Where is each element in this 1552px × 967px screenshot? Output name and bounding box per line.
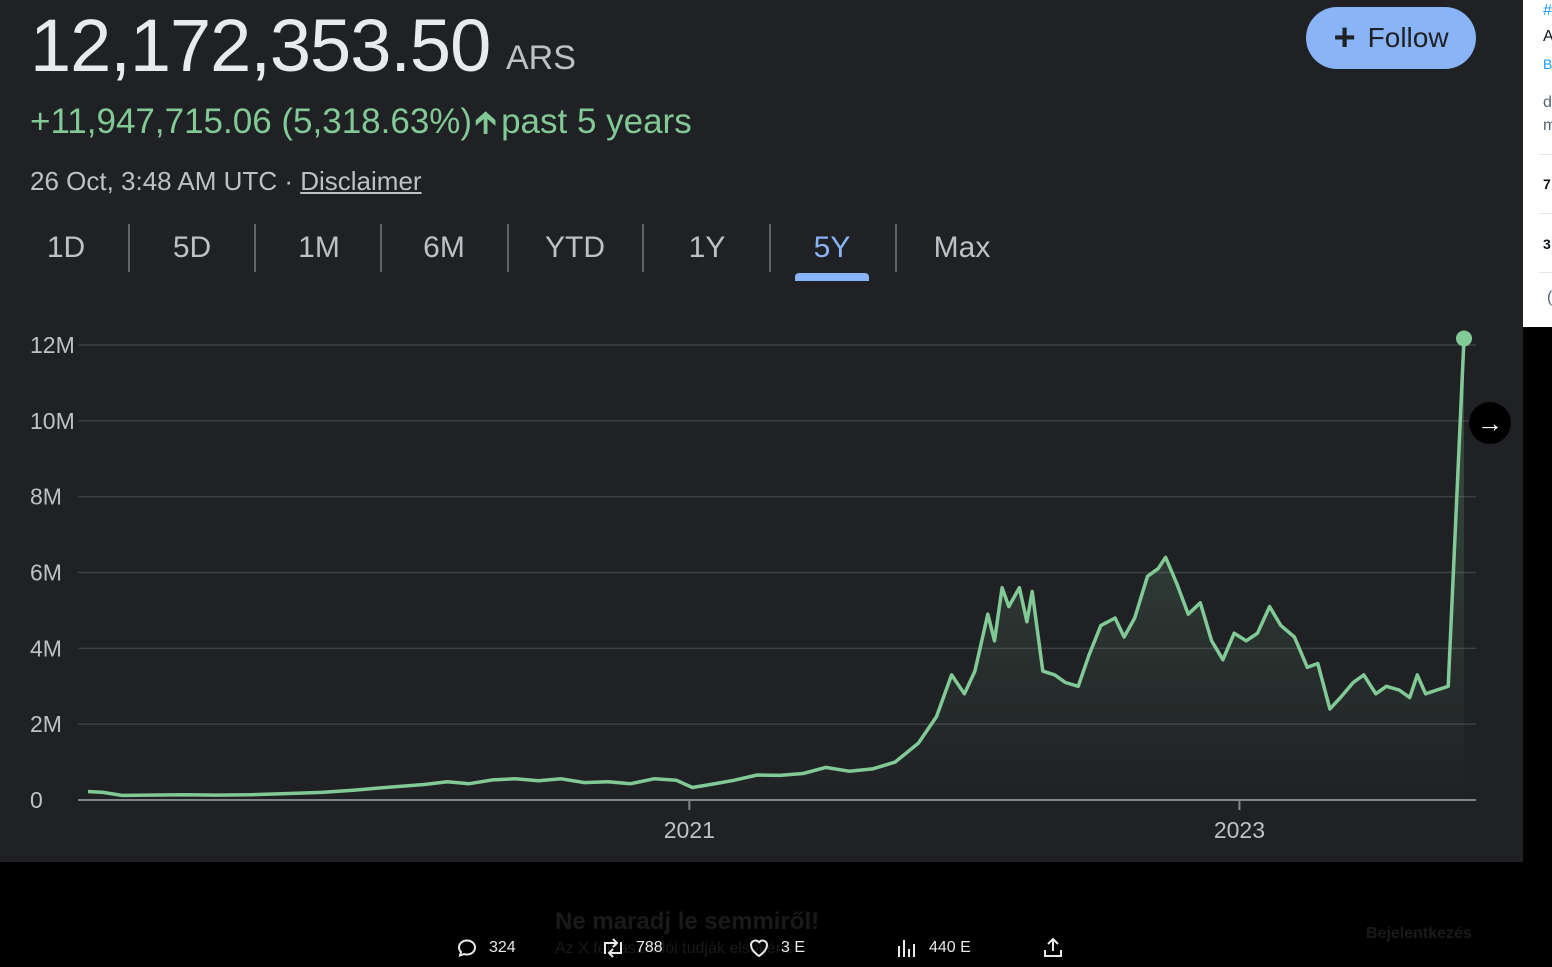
y-tick-label: 4M [30,635,62,661]
views-count: 440 E [929,939,971,956]
sidebar-link[interactable]: B [1543,56,1552,72]
sidebar-text: 7 [1543,176,1551,192]
signup-banner-title: Ne maradj le semmiről! [555,908,820,935]
tweet-action-bar: Ne maradj le semmiről! Az X felhasználói… [0,895,1523,967]
retweet-button[interactable]: 788 [600,933,663,963]
stock-quote-card: 12,172,353.50 ARS +11,947,715.06 (5,318.… [0,0,1523,862]
sidebar-divider [1539,213,1552,214]
like-count: 3 E [781,939,806,956]
tab-1y[interactable]: 1Y [688,231,726,264]
tab-1m[interactable]: 1M [298,231,340,264]
x-axis-labels: 2021 2023 [664,800,1265,843]
y-tick-label: 12M [30,332,75,358]
price-change: +11,947,715.06 (5,318.63%)🡱 past 5 years [30,100,692,144]
retweet-icon [604,938,622,958]
sidebar-text: ( [1547,289,1552,306]
x-tick-label: 2023 [1214,817,1265,843]
tab-separator [507,224,509,272]
sidebar-divider [1539,272,1552,273]
quote-meta: 26 Oct, 3:48 AM UTC · Disclaimer [30,164,422,198]
tab-separator [642,224,644,272]
y-tick-label: 10M [30,408,75,434]
sidebar-hashtag[interactable]: # [1543,2,1552,19]
y-tick-label: 2M [30,711,62,737]
login-button[interactable]: Bejelentkezés [1366,925,1472,942]
views-icon [898,940,915,957]
share-icon [1044,937,1062,957]
disclaimer-link[interactable]: Disclaimer [300,166,422,196]
price-area-fill [88,338,1464,800]
tab-separator [128,224,130,272]
x-tick-label: 2021 [664,817,715,843]
tab-separator [895,224,897,272]
like-icon [749,939,769,958]
tab-separator [769,224,771,272]
tab-1d[interactable]: 1D [46,231,86,264]
y-axis-labels: 0 2M 4M 6M 8M 10M 12M [30,332,75,813]
sidebar-text: 3 [1543,236,1551,252]
arrow-right-icon[interactable]: → [1469,402,1511,444]
tab-separator [380,224,382,272]
tab-5y[interactable]: 5Y [813,231,851,264]
reply-icon [457,939,477,958]
like-button[interactable]: 3 E [747,933,805,963]
active-tab-indicator [795,273,869,281]
change-value: +11,947,715.06 (5,318.63%) [30,102,473,141]
plus-icon: + [1333,17,1356,59]
y-tick-label: 8M [30,484,62,510]
current-price: 12,172,353.50 [30,4,491,87]
price-chart[interactable]: 0 2M 4M 6M 8M 10M 12M 2021 2023 [0,300,1523,860]
currency-code: ARS [506,39,576,77]
views-button[interactable]: 440 E [895,933,971,963]
reply-button[interactable]: 324 [455,933,516,963]
range-tabs: 1D 5D 1M 6M YTD 1Y 5Y Max [0,220,1010,282]
tab-max[interactable]: Max [933,231,991,264]
tab-separator [254,224,256,272]
y-tick-label: 0 [30,787,43,813]
tab-6m[interactable]: 6M [423,231,465,264]
y-tick-label: 6M [30,560,62,586]
share-button[interactable] [1041,933,1065,963]
sidebar-text: d [1543,94,1552,111]
quote-timestamp: 26 Oct, 3:48 AM UTC · [30,166,293,196]
price-line [87,338,1466,798]
arrow-up-icon: 🡱 [474,104,498,140]
retweet-count: 788 [636,939,663,956]
tab-ytd[interactable]: YTD [545,231,605,264]
sidebar-fragment: # A B d m 7 3 ( [1523,0,1552,327]
tab-5d[interactable]: 5D [172,231,212,264]
latest-price-dot [1456,330,1472,347]
sidebar-divider [1539,154,1552,155]
follow-label: Follow [1367,22,1449,53]
change-period: past 5 years [501,102,692,141]
follow-button[interactable]: + Follow [1306,7,1476,69]
reply-count: 324 [489,939,516,956]
sidebar-text: A [1543,28,1552,45]
sidebar-text: m [1543,117,1552,134]
